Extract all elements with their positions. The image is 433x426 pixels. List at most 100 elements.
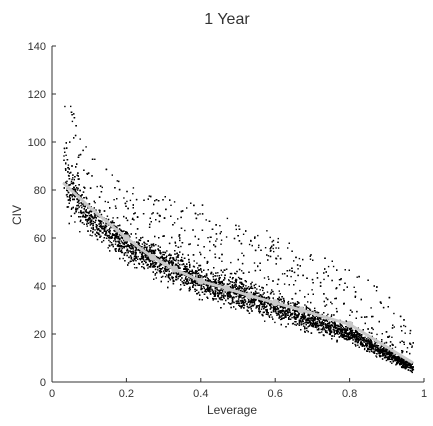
scatter-point [334,321,336,323]
scatter-point [381,333,383,335]
scatter-point [145,258,147,261]
scatter-point [154,268,157,271]
scatter-point [296,323,299,325]
scatter-point [78,211,80,214]
scatter-point [188,279,190,281]
scatter-point [345,331,347,333]
scatter-point [250,305,253,308]
scatter-point [269,248,271,250]
scatter-point [155,277,157,279]
scatter-point [110,242,113,244]
scatter-point [363,341,365,343]
scatter-point [235,283,237,285]
scatter-point [69,194,71,197]
scatter-point [70,105,72,108]
scatter-point [154,273,157,275]
scatter-point [214,253,216,255]
scatter-point [258,306,261,308]
scatter-point [305,308,308,310]
scatter-point [304,327,306,330]
scatter-point [113,222,115,224]
scatter-point [86,173,89,175]
scatter-point [374,348,376,350]
scatter-point [132,249,134,251]
scatter-point [295,317,297,319]
scatter-point [357,344,359,346]
scatter-point [215,240,217,242]
scatter-point [266,230,268,232]
scatter-point [75,207,77,209]
scatter-point [186,279,188,281]
scatter-point [307,326,309,328]
scatter-point [330,315,333,317]
scatter-point [220,243,222,245]
scatter-point [184,267,186,269]
scatter-point [113,240,115,242]
scatter-point [180,279,182,281]
scatter-point [321,313,323,316]
scatter-point [238,289,240,291]
scatter-point [94,202,96,204]
scatter-point [403,324,405,327]
scatter-point [297,316,299,319]
scatter-point [281,314,283,317]
scatter-point [364,336,366,339]
scatter-point [214,256,217,259]
scatter-point [294,321,296,323]
scatter-point [342,326,345,329]
scatter-point [363,348,366,351]
scatter-point [253,262,256,264]
scatter-point [119,238,121,240]
scatter-point [263,304,265,306]
scatter-point [77,189,79,191]
scatter-point [133,263,135,265]
scatter-point [120,240,122,242]
scatter-point [251,281,253,283]
scatter-point [219,297,222,299]
scatter-point [379,347,381,349]
scatter-point [223,276,226,279]
scatter-point [76,187,78,189]
scatter-point [319,324,321,327]
scatter-point [247,307,250,309]
scatter-point [341,336,343,338]
scatter-point [368,331,371,334]
scatter-point [123,252,125,254]
scatter-point [287,314,290,316]
scatter-point [228,279,230,281]
scatter-point [66,190,69,192]
scatter-point [335,307,338,310]
scatter-point [85,146,87,148]
scatter-point [103,227,106,230]
scatter-point [268,315,270,317]
scatter-point [143,246,145,249]
scatter-point [378,349,380,352]
scatter-point [215,278,217,280]
scatter-point [228,280,230,282]
scatter-point [264,320,266,322]
scatter-point [277,247,280,249]
scatter-point [412,369,415,371]
scatter-point [234,272,236,274]
scatter-point [168,259,171,262]
scatter-point [283,283,286,285]
scatter-point [146,248,148,250]
scatter-point [180,245,182,248]
scatter-point [140,246,142,248]
scatter-point [258,312,261,314]
scatter-point [313,318,315,320]
scatter-point [372,351,374,353]
scatter-point [365,346,368,348]
scatter-point [91,219,93,221]
scatter-point [393,326,395,328]
scatter-point [89,234,91,236]
scatter-point [79,216,81,218]
scatter-point [335,288,337,290]
scatter-point [276,307,279,309]
scatter-point [178,235,180,237]
scatter-point [217,300,219,303]
scatter-point [281,301,283,303]
scatter-point [272,290,274,293]
scatter-point [292,322,294,325]
scatter-point [163,270,165,272]
